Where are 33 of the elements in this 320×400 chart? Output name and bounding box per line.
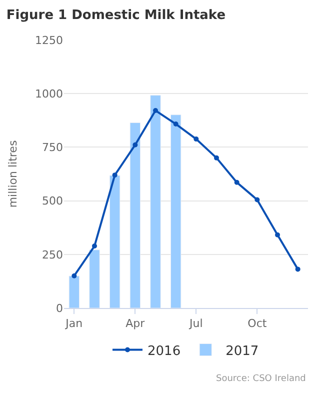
legend-label: 2016 [148, 344, 181, 359]
chart-title: Figure 1 Domestic Milk Intake [6, 8, 226, 24]
bar [68, 276, 80, 308]
source-note: Source: CSO Ireland [216, 374, 306, 384]
point [132, 142, 138, 148]
x-tick-label: Jul [188, 317, 203, 330]
y-tick-label: 1250 [35, 34, 63, 47]
x-tick-label: Apr [126, 317, 146, 330]
y-axis-title: million litres [6, 140, 20, 208]
point [153, 108, 158, 114]
bar [110, 175, 120, 308]
bar [170, 114, 182, 308]
point [72, 273, 77, 278]
point [173, 122, 178, 127]
legend-label: 2017 [226, 344, 259, 359]
bar [130, 122, 140, 308]
y-tick-label: 500 [42, 194, 63, 208]
point [194, 136, 199, 142]
point [92, 244, 97, 249]
point [214, 155, 219, 160]
bar [89, 250, 100, 308]
point [234, 180, 240, 185]
point [275, 232, 280, 238]
y-tick-label: 250 [42, 248, 63, 262]
point [112, 172, 118, 178]
x-tick-label: Jan [64, 317, 83, 330]
x-tick-label: Oct [248, 317, 268, 330]
y-tick-label: 750 [42, 141, 63, 154]
point [295, 266, 300, 272]
y-tick-label: 0 [56, 302, 63, 315]
bar [150, 95, 161, 308]
point [254, 197, 260, 202]
y-tick-label: 1000 [35, 87, 63, 100]
